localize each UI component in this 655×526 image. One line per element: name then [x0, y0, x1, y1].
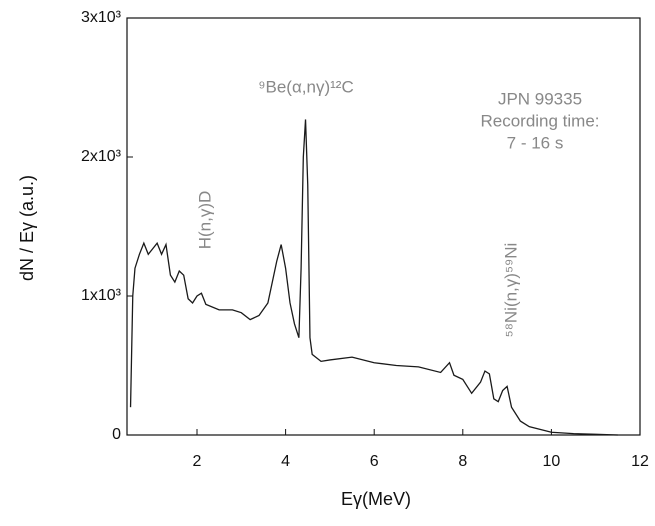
annotation: 7 - 16 s — [507, 133, 564, 152]
y-tick-label: 3x10³ — [81, 9, 122, 26]
annotation: ⁵⁸Ni(n,γ)⁵⁹Ni — [501, 243, 520, 338]
spectrum-line — [129, 119, 618, 436]
x-tick-label: 4 — [281, 453, 290, 470]
y-tick-label: 0 — [112, 426, 121, 443]
annotation: H(n,γ)D — [195, 191, 214, 250]
x-tick-label: 6 — [370, 453, 379, 470]
annotation: ⁹Be(α,nγ)¹²C — [258, 77, 354, 96]
y-axis-label: dN / Eγ (a.u.) — [17, 175, 37, 281]
annotation: Recording time: — [480, 111, 599, 130]
x-axis-label: Eγ(MeV) — [341, 489, 411, 509]
x-tick-label: 8 — [458, 453, 467, 470]
x-tick-label: 12 — [631, 453, 649, 470]
y-tick-label: 1x10³ — [81, 287, 122, 304]
plot-frame — [126, 17, 641, 436]
x-tick-label: 10 — [543, 453, 561, 470]
y-tick-label: 2x10³ — [81, 148, 122, 165]
x-tick-label: 2 — [193, 453, 202, 470]
annotation: JPN 99335 — [498, 89, 582, 108]
